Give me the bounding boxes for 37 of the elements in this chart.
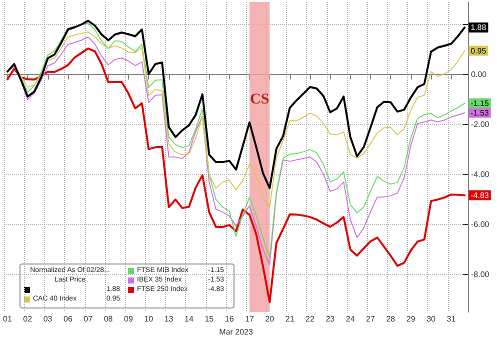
x-tick-label: 28 (386, 314, 396, 324)
x-tick-label: 22 (306, 314, 315, 324)
x-tick-label: 30 (426, 314, 436, 324)
x-tick-label: 20 (265, 314, 275, 324)
band-label: CS (250, 92, 270, 108)
y-tick-label: 0.00 (471, 70, 488, 80)
x-tick-label: 27 (366, 314, 376, 324)
data-label: -1.53 (470, 108, 490, 118)
x-tick-label: 15 (204, 314, 214, 324)
y-tick-label: -4.00 (471, 170, 490, 180)
data-label: 1.88 (470, 23, 487, 32)
x-tick-label: 17 (245, 314, 254, 324)
x-tick-label: 02 (23, 314, 33, 324)
x-tick-label: 21 (285, 314, 295, 324)
x-tick-label: 23 (326, 314, 336, 324)
x-tick-label: 31 (446, 314, 456, 324)
line-series (6, 20, 466, 190)
data-label: 0.95 (470, 46, 487, 56)
y-tick-label: -2.00 (471, 120, 490, 130)
data-label: -4.83 (470, 190, 490, 200)
x-tick-label: 01 (2, 314, 12, 324)
x-tick-label: 24 (346, 314, 356, 324)
x-tick-label: 07 (84, 314, 94, 324)
x-tick-label: 14 (184, 314, 194, 324)
line-series (6, 48, 466, 304)
x-tick-label: 08 (104, 314, 114, 324)
y-tick-label: -8.00 (471, 270, 490, 280)
x-tick-label: 13 (164, 314, 174, 324)
x-axis-title: Mar 2023 (219, 328, 254, 336)
x-tick-label: 03 (43, 314, 53, 324)
x-tick-label: 06 (64, 314, 73, 324)
x-tick-label: 29 (406, 314, 416, 324)
x-tick-label: 10 (144, 314, 154, 324)
x-tick-label: 16 (224, 314, 234, 324)
data-label: -1.15 (470, 98, 490, 108)
y-tick-label: -6.00 (471, 220, 490, 230)
x-tick-label: 09 (124, 314, 134, 324)
